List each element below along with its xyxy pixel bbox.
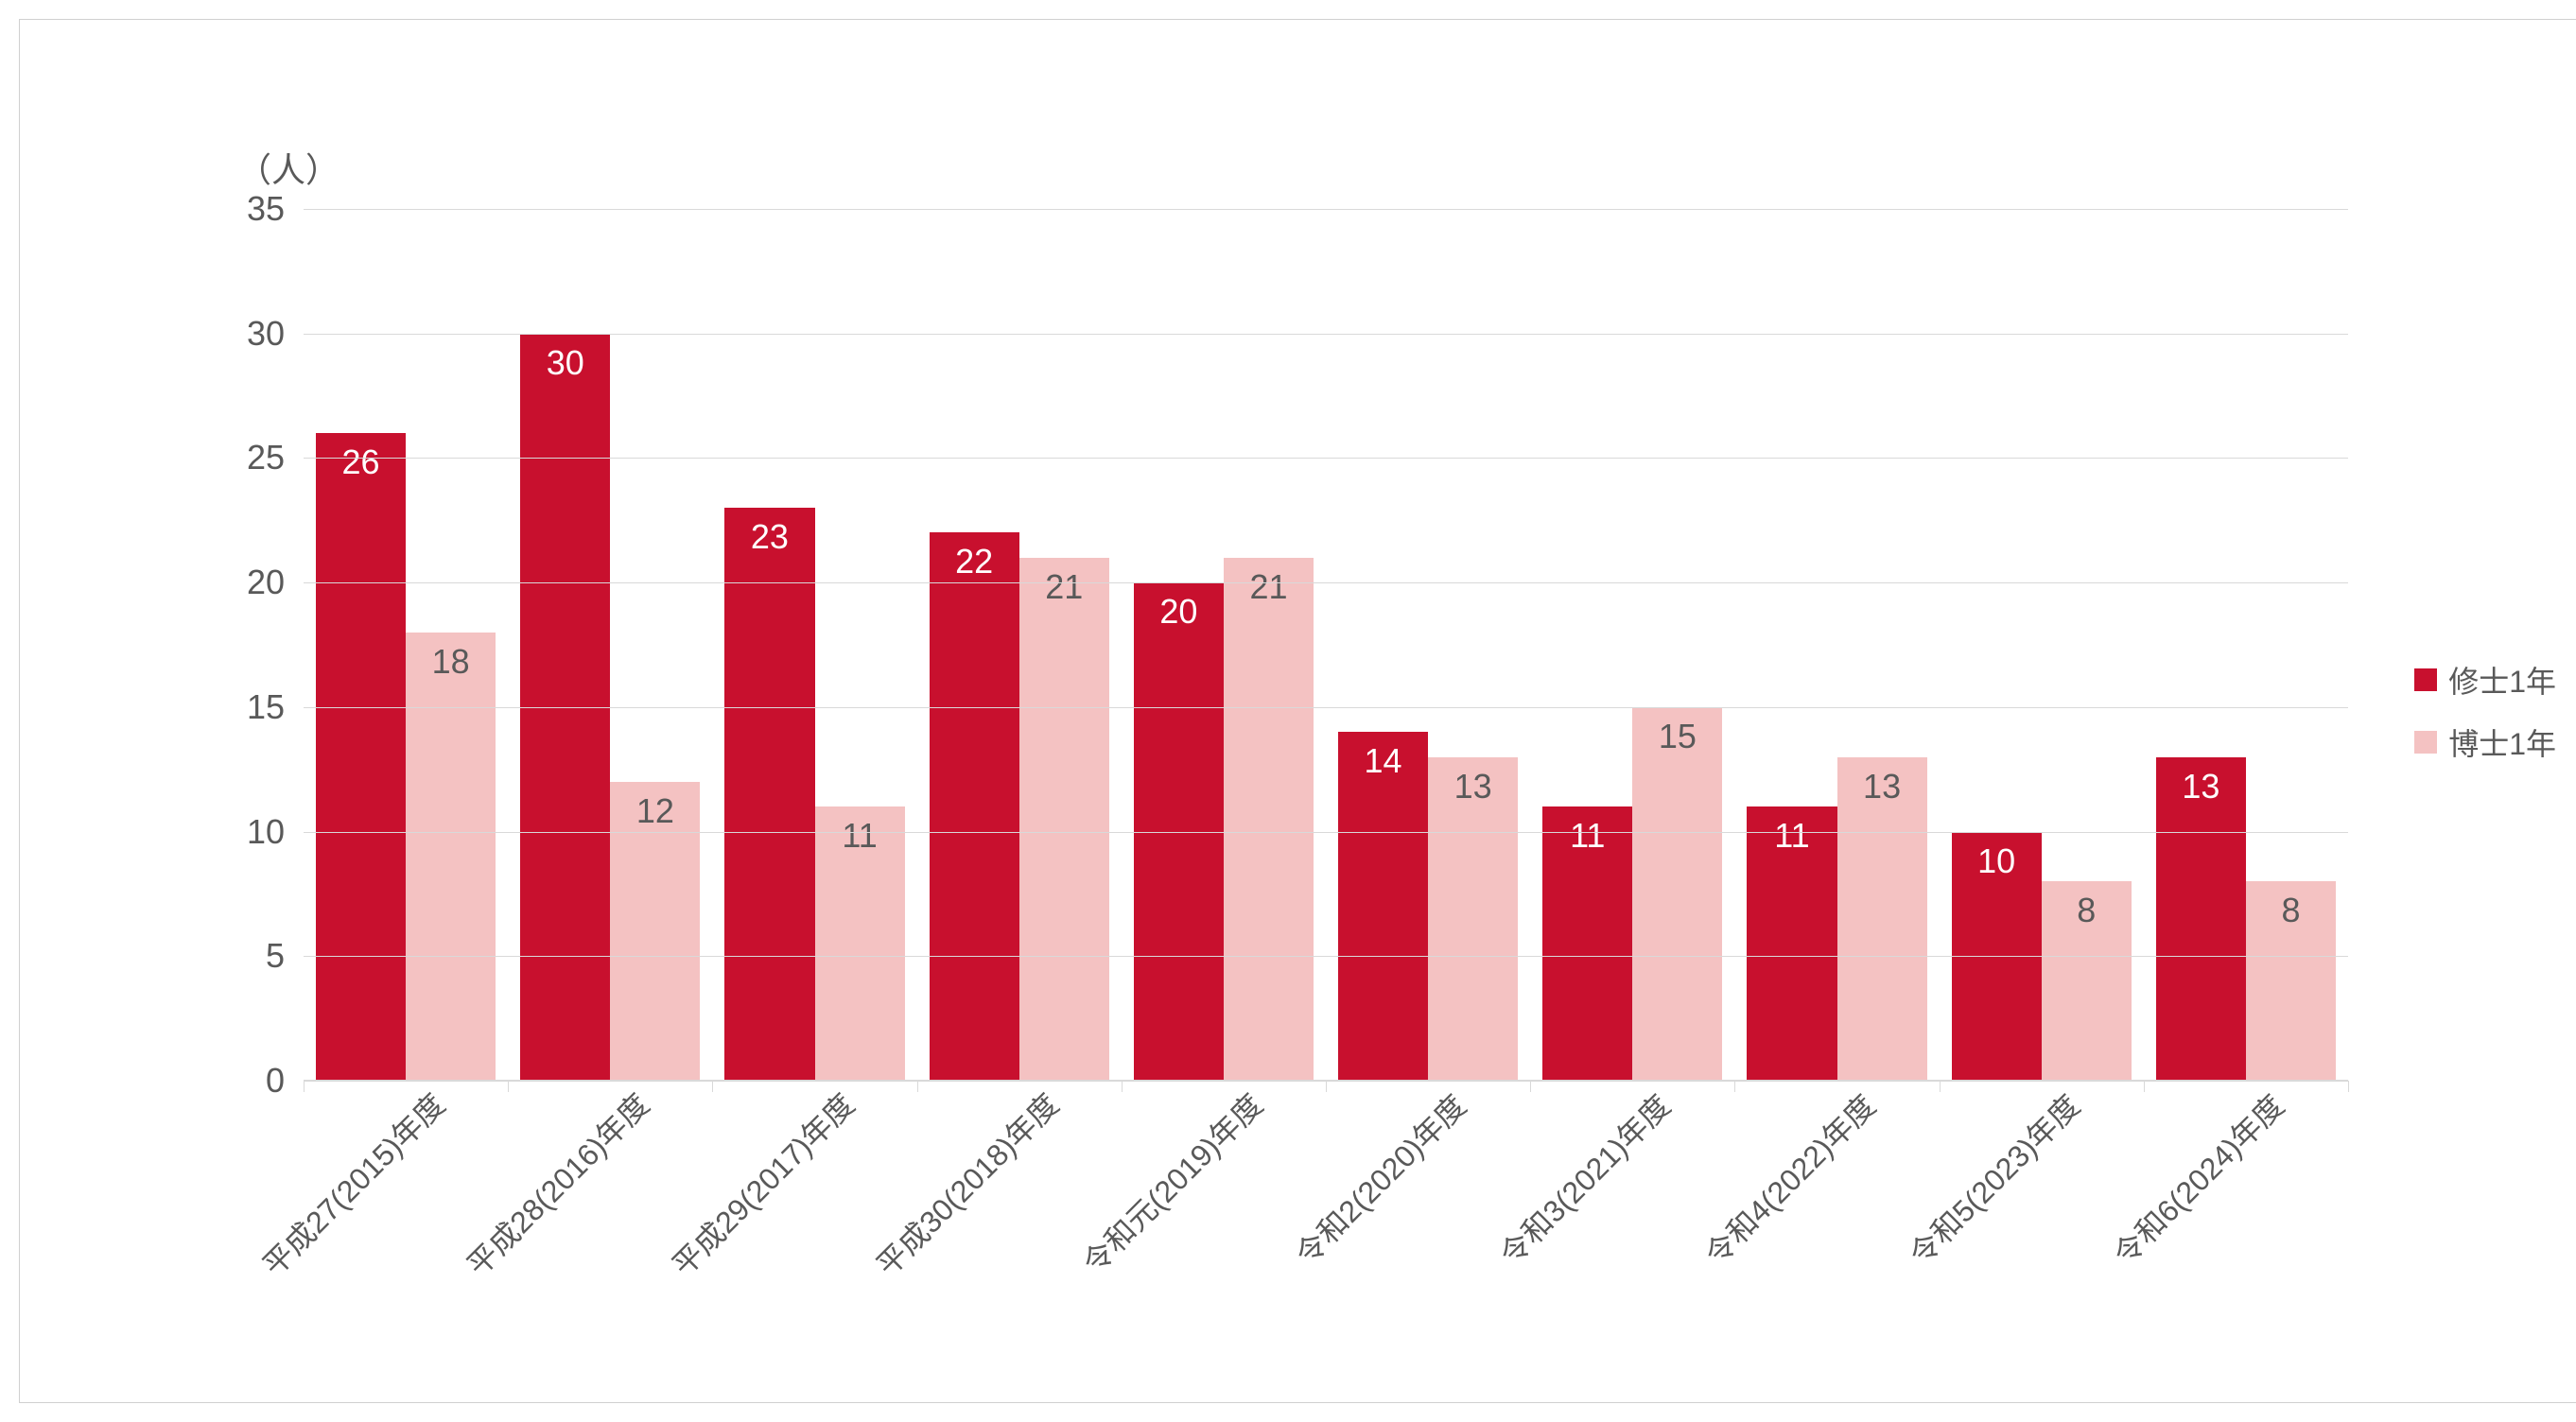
- x-tick-mark: [1940, 1081, 1941, 1092]
- gridline: [304, 707, 2348, 708]
- x-axis-label: 平成27(2015)年度: [252, 1083, 454, 1285]
- legend-swatch: [2414, 731, 2437, 754]
- legend-label: 博士1年: [2448, 720, 2556, 764]
- bar: 21: [1019, 558, 1109, 1081]
- category-group: 10 8: [1940, 209, 2144, 1081]
- legend-item: 博士1年: [2414, 720, 2556, 764]
- bars-area: 26183012231122212021141311151113108138: [304, 209, 2348, 1081]
- y-tick-label: 0: [228, 1061, 304, 1101]
- category-group: 26 18: [304, 209, 508, 1081]
- y-tick-label: 10: [228, 812, 304, 852]
- y-tick-label: 35: [228, 189, 304, 229]
- gridline: [304, 458, 2348, 459]
- x-tick-mark: [2144, 1081, 2145, 1092]
- bar-value-label: 13: [1863, 767, 1901, 806]
- bar: 13: [2156, 757, 2246, 1081]
- gridline: [304, 582, 2348, 583]
- x-tick-mark: [2348, 1081, 2349, 1092]
- bar-value-label: 13: [1454, 767, 1492, 806]
- legend-swatch: [2414, 668, 2437, 691]
- bar: 11: [1542, 806, 1632, 1081]
- bar: 26: [316, 433, 406, 1081]
- x-tick-mark: [1326, 1081, 1327, 1092]
- x-tick-mark: [508, 1081, 509, 1092]
- x-tick-mark: [1530, 1081, 1531, 1092]
- category-group: 2021: [1122, 209, 1326, 1081]
- bar-value-label: 23: [751, 517, 789, 557]
- y-tick-label: 15: [228, 687, 304, 727]
- bar-value-label: 30: [547, 343, 584, 383]
- bar-value-label: 11: [1570, 816, 1605, 856]
- category-group: 13 8: [2144, 209, 2348, 1081]
- y-tick-label: 20: [228, 563, 304, 602]
- bar-value-label: 11: [1774, 816, 1809, 856]
- bar-value-label: 26: [342, 442, 380, 482]
- bar-value-label: 15: [1659, 717, 1697, 756]
- category-group: 23 11: [712, 209, 916, 1081]
- bar: 14: [1338, 732, 1428, 1081]
- category-group: 11 13: [1734, 209, 1939, 1081]
- bar-value-label: 21: [1045, 567, 1083, 607]
- bar-value-label: 13: [2182, 767, 2219, 806]
- bar-value-label: 20: [1159, 592, 1197, 632]
- bar-value-label: 14: [1365, 741, 1402, 781]
- bar: 13: [1837, 757, 1927, 1081]
- bar: 11: [1747, 806, 1836, 1081]
- bar-value-label: 22: [955, 542, 993, 581]
- bar: 12: [610, 782, 700, 1081]
- bar: 11: [815, 806, 905, 1081]
- legend-label: 修士1年: [2448, 658, 2556, 702]
- bar: 8: [2246, 881, 2336, 1081]
- y-axis-unit-label: （人）: [237, 143, 339, 192]
- bar-value-label: 8: [2077, 891, 2096, 930]
- plot-area: 26183012231122212021141311151113108138 0…: [304, 209, 2348, 1081]
- bar-value-label: 10: [1977, 841, 2015, 881]
- x-tick-mark: [917, 1081, 918, 1092]
- bar-value-label: 12: [636, 791, 674, 831]
- bar: 15: [1632, 707, 1722, 1081]
- bar-value-label: 11: [842, 816, 877, 856]
- bar-value-label: 8: [2281, 891, 2300, 930]
- gridline: [304, 956, 2348, 957]
- bar: 8: [2042, 881, 2132, 1081]
- x-axis-labels: 平成27(2015)年度平成28(2016)年度平成29(2017)年度平成30…: [304, 1100, 2348, 1402]
- legend: 修士1年博士1年: [2414, 639, 2556, 783]
- gridline: [304, 209, 2348, 210]
- bar: 22: [930, 532, 1019, 1081]
- bar: 23: [724, 508, 814, 1081]
- x-tick-mark: [1734, 1081, 1735, 1092]
- y-tick-label: 25: [228, 438, 304, 477]
- x-tick-mark: [1122, 1081, 1123, 1092]
- x-label-slot: 令和6(2024)年度: [2144, 1100, 2348, 1402]
- category-group: 11 15: [1530, 209, 1734, 1081]
- bar: 18: [406, 633, 496, 1081]
- category-group: 14 13: [1326, 209, 1530, 1081]
- y-tick-label: 5: [228, 936, 304, 976]
- gridline: [304, 334, 2348, 335]
- y-tick-label: 30: [228, 314, 304, 354]
- x-tick-mark: [712, 1081, 713, 1092]
- bar: 13: [1428, 757, 1518, 1081]
- gridline: [304, 832, 2348, 833]
- chart-container: （人） 261830122311222120211413111511131081…: [19, 19, 2576, 1403]
- category-group: 22 21: [917, 209, 1122, 1081]
- bar: 21: [1224, 558, 1314, 1081]
- category-group: 30 12: [508, 209, 712, 1081]
- bar-value-label: 21: [1249, 567, 1287, 607]
- legend-item: 修士1年: [2414, 658, 2556, 702]
- x-tick-mark: [304, 1081, 305, 1092]
- bar-value-label: 18: [432, 642, 470, 682]
